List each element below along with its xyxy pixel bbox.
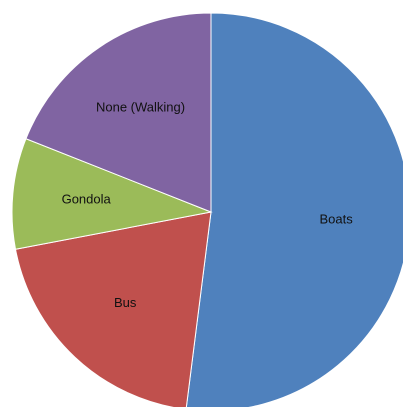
pie-label-boats: Boats xyxy=(319,211,353,226)
pie-slice-none-walking xyxy=(25,12,212,213)
pie-label-gondola: Gondola xyxy=(62,192,112,207)
pie-slice-gondola xyxy=(11,138,213,250)
pie-slices xyxy=(11,12,403,407)
pie-label-bus: Bus xyxy=(114,295,137,310)
pie-slice-bus xyxy=(14,211,212,407)
pie-label-none-walking: None (Walking) xyxy=(96,100,185,115)
pie-slice-boats xyxy=(185,12,403,407)
pie-slice-labels: Boats Bus Gondola None (Walking) xyxy=(62,100,354,310)
